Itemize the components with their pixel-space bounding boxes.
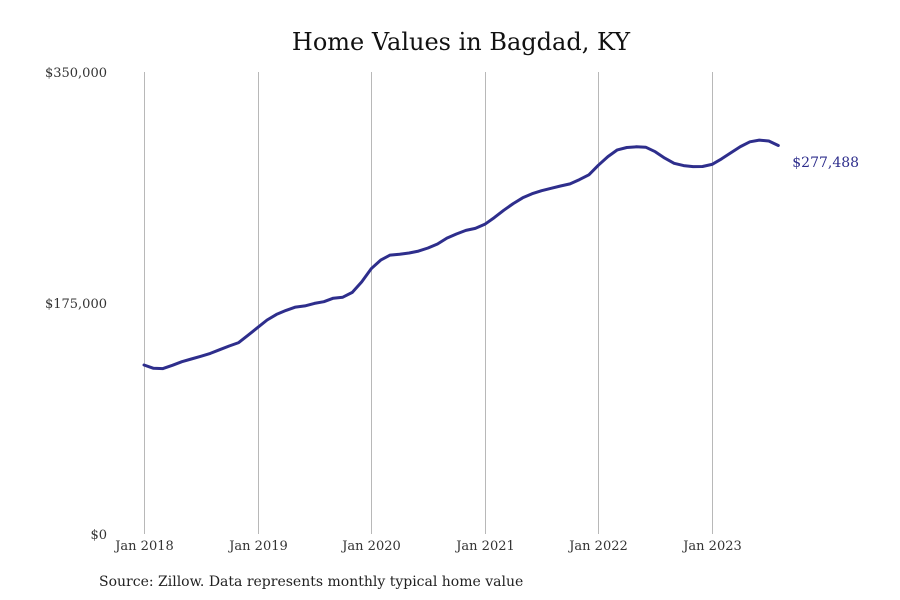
x-tick-label: Jan 2018	[113, 539, 174, 554]
x-tick-label: Jan 2022	[567, 539, 628, 554]
series-line	[142, 138, 780, 371]
series-end-label: $277,488	[792, 155, 859, 171]
x-tick-label: Jan 2019	[227, 539, 288, 554]
x-axis: Jan 2018 Jan 2019 Jan 2020 Jan 2021 Jan 2022…	[113, 539, 742, 554]
series-layer: $277,488	[142, 138, 859, 371]
chart-title: Home Values in Bagdad, KY	[292, 28, 631, 56]
source-note: Source: Zillow. Data represents monthly …	[99, 574, 523, 590]
y-tick-label: $0	[90, 528, 107, 543]
y-tick-label: $175,000	[45, 297, 107, 312]
x-tick-label: Jan 2023	[681, 539, 742, 554]
x-tick-label: Jan 2020	[340, 539, 401, 554]
y-axis: $0 $175,000 $350,000	[45, 66, 107, 543]
y-tick-label: $350,000	[45, 66, 107, 81]
grid-layer	[144, 72, 713, 534]
x-tick-label: Jan 2021	[454, 539, 515, 554]
